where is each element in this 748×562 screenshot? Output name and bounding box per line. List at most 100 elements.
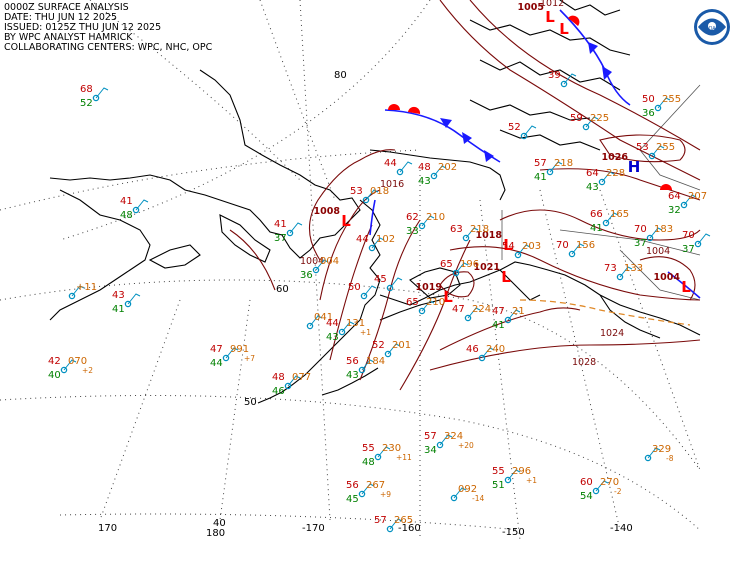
station-circle: [568, 250, 576, 258]
station-temperature: 65: [406, 297, 419, 308]
station-pressure: 210: [426, 297, 445, 308]
station-pressure: 218: [554, 158, 573, 169]
station-plot: 64 32 207: [668, 191, 707, 216]
station-tendency: +7: [244, 354, 255, 363]
station-plot: 42 40 070+2: [48, 356, 93, 381]
station-circle: [644, 454, 652, 462]
analysis-header: 0000Z SURFACE ANALYSIS DATE: THU JUN 12 2…: [4, 3, 212, 53]
station-temperature: 70: [634, 224, 647, 235]
station-temperature: 39: [548, 70, 561, 81]
station-circle: [616, 273, 624, 281]
wind-barb: [71, 285, 85, 297]
station-tendency: -2: [614, 487, 622, 496]
station-circle: [360, 292, 368, 300]
station-temperature: 52: [508, 122, 521, 133]
station-pressure: 041: [314, 312, 333, 323]
station-temperature: 57: [374, 515, 387, 526]
wind-barb: [601, 171, 615, 183]
station-circle: [598, 178, 606, 186]
wind-barb: [563, 73, 577, 85]
longitude-label: -140: [610, 523, 633, 534]
station-circle: [546, 168, 554, 176]
station-temperature: 70: [556, 240, 569, 251]
header-centers: COLLABORATING CENTERS: WPC, NHC, OPC: [4, 42, 213, 53]
station-pressure: 225: [590, 113, 609, 124]
station-pressure: 267: [366, 480, 385, 491]
latitude-label: 40: [213, 518, 226, 529]
header-issued: ISSUED: 0125Z THU JUN 12 2025: [4, 22, 162, 33]
station-circle: [374, 453, 382, 461]
wind-barb: [127, 293, 141, 305]
station-pressure: 092: [458, 484, 477, 495]
wind-barb: [341, 321, 355, 333]
isobar-label: 1028: [572, 357, 596, 368]
station-tendency: +1: [526, 476, 537, 485]
wind-barb: [387, 343, 401, 355]
pressure-center-letter: L: [501, 268, 511, 286]
wind-barb: [433, 165, 447, 177]
wind-barb: [363, 285, 377, 297]
station-pressure: 265: [394, 515, 413, 526]
station-tendency: +2: [82, 366, 93, 375]
station-plot: 47 41 21: [492, 306, 525, 331]
station-temperature: 55: [492, 466, 505, 477]
station-dewpoint: 43: [586, 182, 599, 193]
station-pressure: 210: [426, 212, 445, 223]
station-circle: [386, 525, 394, 533]
station-temperature: 48: [418, 162, 431, 173]
station-pressure: 165: [610, 209, 629, 220]
station-dewpoint: 46: [272, 386, 285, 397]
station-temperature: 42: [48, 356, 61, 367]
station-dewpoint: 32: [668, 205, 681, 216]
wind-barb: [651, 145, 665, 157]
wind-barb: [649, 227, 663, 239]
wind-barb: [421, 300, 435, 312]
station-circle: [436, 441, 444, 449]
pressure-center-value: 1005: [518, 2, 544, 13]
station-tendency: -8: [666, 454, 674, 463]
station-dewpoint: 37: [682, 244, 695, 255]
station-circle: [338, 328, 346, 336]
station-circle: [418, 307, 426, 315]
station-plot: 39: [548, 70, 577, 88]
station-dewpoint: 37: [634, 238, 647, 249]
station-temperature: 47: [492, 306, 505, 317]
station-plot: 36 004: [300, 256, 339, 281]
station-plot: 329-8: [644, 444, 674, 463]
wind-barb: [619, 266, 633, 278]
station-circle: [358, 490, 366, 498]
wind-barb: [377, 446, 391, 458]
station-circle: [386, 284, 394, 292]
station-temperature: 56: [346, 480, 359, 491]
station-plot: 55 51 296+1: [492, 466, 537, 491]
station-temperature: 41: [120, 196, 133, 207]
station-temperature: 60: [580, 477, 593, 488]
station-tendency: -14: [472, 494, 484, 503]
wind-barb: [523, 125, 537, 137]
station-plot: 53 255: [636, 142, 675, 160]
noaa-logo: NOAA: [694, 9, 730, 45]
station-temperature: 52: [372, 340, 385, 351]
station-temperature: 59: [570, 113, 583, 124]
station-circle: [452, 269, 460, 277]
station-temperature: 56: [346, 356, 359, 367]
station-pressure: 255: [662, 94, 681, 105]
pressure-center-letter: L: [443, 288, 453, 306]
station-dewpoint: 48: [120, 210, 133, 221]
latitude-label: 80: [334, 70, 347, 81]
station-dewpoint: 41: [492, 320, 505, 331]
station-circle: [520, 132, 528, 140]
longitude-label: -160: [398, 523, 421, 534]
station-temperature: 50: [348, 282, 361, 293]
station-plot: 52 201: [372, 340, 411, 358]
station-temperature: 48: [272, 372, 285, 383]
wind-barb: [389, 518, 403, 530]
station-plot: 092-14: [450, 484, 484, 503]
station-circle: [654, 104, 662, 112]
station-dewpoint: 48: [362, 457, 375, 468]
station-circle: [504, 316, 512, 324]
